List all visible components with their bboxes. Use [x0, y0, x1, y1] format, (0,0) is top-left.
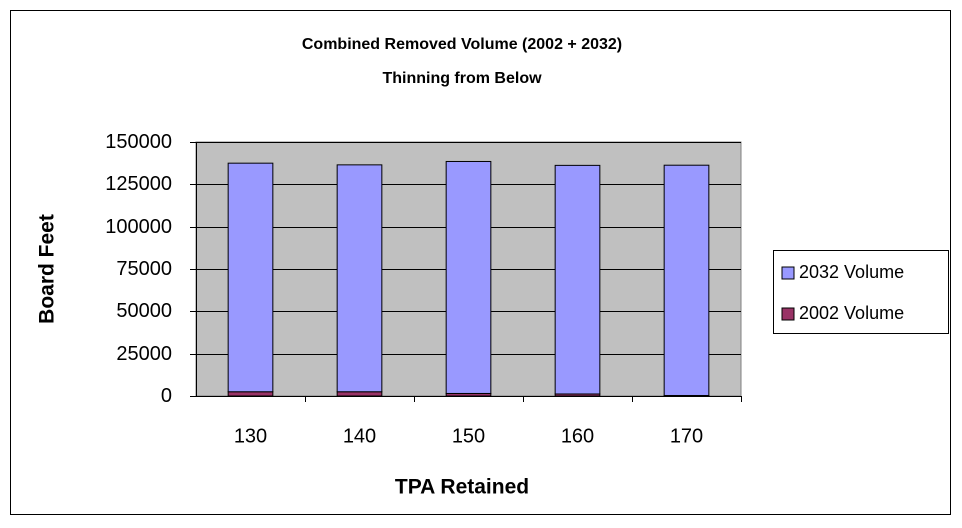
y-tick-label: 100000 [105, 216, 172, 238]
y-tick-label: 150000 [105, 131, 172, 153]
legend-swatch [781, 307, 795, 321]
chart-title: Combined Removed Volume (2002 + 2032) [302, 36, 622, 53]
legend-label: 2032 Volume [799, 262, 904, 282]
legend-label: 2002 Volume [799, 303, 904, 323]
x-axis-label: TPA Retained [395, 476, 529, 499]
chart-subtitle: Thinning from Below [382, 70, 542, 87]
x-tick-label: 130 [234, 425, 267, 447]
x-tick-label: 140 [343, 425, 376, 447]
legend-box [773, 250, 949, 334]
x-tick-label: 170 [670, 425, 703, 447]
bar-segment [554, 164, 601, 395]
x-tick-label: 150 [452, 425, 485, 447]
y-axis-label: Board Feet [36, 214, 59, 324]
x-tick-label: 160 [561, 425, 594, 447]
bar-segment [445, 160, 492, 394]
legend-swatch [781, 266, 795, 280]
bar-segment [227, 391, 274, 397]
y-tick-label: 25000 [116, 343, 172, 365]
y-tick-label: 50000 [116, 300, 172, 322]
y-tick-label: 125000 [105, 173, 172, 195]
bar-segment [336, 391, 383, 397]
y-tick-label: 0 [161, 385, 172, 407]
y-tick-label: 75000 [116, 258, 172, 280]
bar-segment [336, 164, 383, 393]
bar-segment [227, 162, 274, 393]
bar-segment [663, 164, 710, 396]
